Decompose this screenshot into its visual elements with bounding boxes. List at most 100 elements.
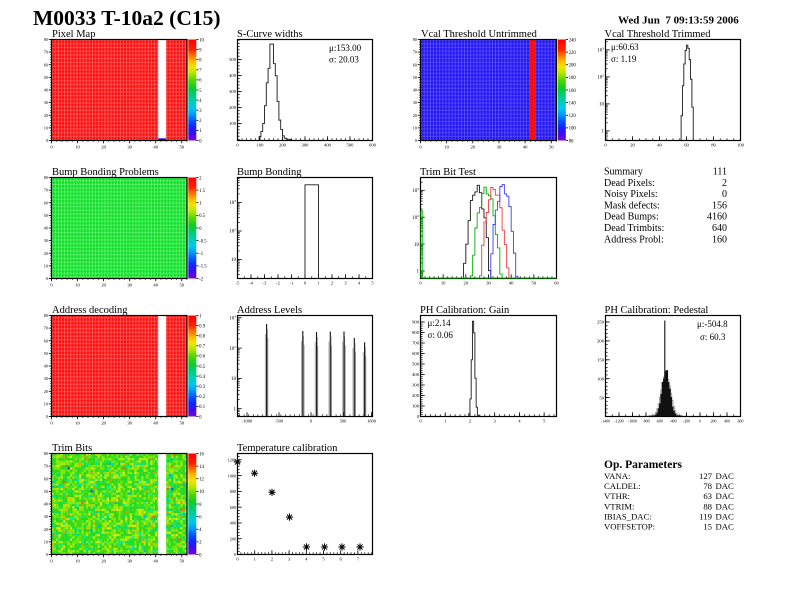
svg-text:0.3: 0.3 [199, 385, 206, 390]
svg-text:DAC: DAC [716, 471, 735, 481]
svg-text:40: 40 [153, 145, 158, 150]
svg-text:-3: -3 [263, 281, 267, 286]
svg-text:30: 30 [413, 100, 417, 105]
svg-text:0.6: 0.6 [199, 355, 206, 360]
svg-text:50: 50 [532, 281, 537, 286]
svg-text:DAC: DAC [716, 522, 735, 532]
svg-text:3: 3 [494, 419, 497, 424]
svg-text:80: 80 [44, 313, 48, 318]
svg-text:Temperature calibration: Temperature calibration [237, 443, 338, 454]
svg-text:1: 1 [199, 129, 202, 134]
svg-text:60: 60 [554, 281, 559, 286]
svg-text:50: 50 [179, 145, 184, 150]
svg-text:40: 40 [44, 226, 48, 231]
svg-text:640: 640 [712, 223, 727, 234]
svg-text:30: 30 [127, 421, 132, 426]
svg-text:20: 20 [413, 113, 417, 118]
svg-text:30: 30 [44, 514, 48, 519]
svg-text:VANA:: VANA: [604, 471, 630, 481]
svg-text:400: 400 [324, 143, 332, 148]
svg-text:700: 700 [412, 341, 420, 346]
svg-text:400: 400 [230, 521, 236, 526]
svg-text:10: 10 [75, 145, 80, 150]
svg-text:150: 150 [597, 358, 605, 363]
svg-text:σ: 60.3: σ: 60.3 [700, 332, 726, 342]
svg-text:80: 80 [569, 139, 574, 144]
svg-text:5: 5 [199, 89, 202, 94]
svg-text:40: 40 [153, 559, 158, 564]
svg-text:1.5: 1.5 [199, 189, 206, 194]
svg-text:VTRIM:: VTRIM: [604, 501, 634, 511]
svg-text:0: 0 [604, 143, 607, 148]
svg-text:102: 102 [229, 228, 236, 235]
svg-text:30: 30 [44, 238, 48, 243]
svg-text:100: 100 [229, 121, 237, 126]
svg-text:400: 400 [724, 420, 730, 424]
svg-text:0: 0 [199, 553, 202, 558]
svg-text:10: 10 [44, 401, 48, 406]
svg-text:200: 200 [230, 536, 236, 541]
svg-text:Dead Trimbits:: Dead Trimbits: [604, 223, 664, 234]
svg-text:2: 2 [722, 178, 727, 189]
svg-text:80: 80 [44, 451, 48, 456]
svg-text:0: 0 [50, 283, 53, 288]
svg-text:600: 600 [412, 351, 420, 356]
svg-text:40: 40 [153, 283, 158, 288]
svg-text:DAC: DAC [716, 501, 735, 511]
svg-text:10: 10 [231, 258, 237, 263]
svg-text:119: 119 [699, 511, 712, 521]
svg-text:50: 50 [413, 75, 417, 80]
svg-text:0: 0 [236, 143, 239, 148]
svg-text:50: 50 [599, 395, 604, 400]
svg-text:900: 900 [412, 320, 420, 325]
svg-text:40: 40 [523, 145, 528, 150]
svg-text:156: 156 [712, 200, 727, 211]
svg-text:200: 200 [412, 393, 420, 398]
svg-text:6: 6 [199, 515, 202, 520]
svg-text:-1400: -1400 [601, 420, 610, 424]
svg-text:0: 0 [234, 552, 236, 557]
svg-text:240: 240 [569, 38, 577, 43]
svg-text:3: 3 [199, 109, 202, 114]
svg-text:50: 50 [44, 75, 48, 80]
svg-text:20: 20 [44, 251, 48, 256]
svg-text:200: 200 [229, 105, 237, 110]
svg-text:-1: -1 [199, 252, 204, 257]
svg-text:30: 30 [44, 100, 48, 105]
svg-text:400: 400 [229, 73, 237, 78]
svg-text:20: 20 [44, 527, 48, 532]
svg-text:Trim Bits: Trim Bits [52, 443, 92, 454]
svg-text:0: 0 [46, 276, 48, 281]
svg-text:10: 10 [444, 145, 449, 150]
svg-text:300: 300 [302, 143, 310, 148]
svg-text:50: 50 [44, 489, 48, 494]
svg-text:2: 2 [199, 176, 202, 181]
svg-text:-2: -2 [276, 281, 280, 286]
svg-text:100: 100 [257, 143, 265, 148]
svg-text:6: 6 [199, 79, 202, 84]
svg-text:40: 40 [44, 502, 48, 507]
svg-text:10: 10 [44, 539, 48, 544]
svg-text:0: 0 [236, 557, 239, 562]
svg-text:DAC: DAC [716, 481, 735, 491]
svg-text:30: 30 [497, 145, 502, 150]
svg-text:120: 120 [569, 114, 577, 119]
svg-text:0.1: 0.1 [199, 405, 206, 410]
svg-text:70: 70 [44, 50, 48, 55]
svg-text:80: 80 [413, 37, 417, 42]
svg-text:1: 1 [317, 281, 319, 286]
svg-text:60: 60 [44, 200, 48, 205]
svg-text:12: 12 [199, 478, 204, 483]
svg-text:8: 8 [199, 503, 202, 508]
svg-text:Dead Pixels:: Dead Pixels: [604, 178, 655, 189]
svg-text:0: 0 [46, 552, 48, 557]
svg-text:10: 10 [199, 38, 204, 43]
svg-text:102: 102 [597, 74, 604, 81]
svg-text:Summary: Summary [604, 167, 643, 178]
svg-text:0: 0 [50, 559, 53, 564]
svg-text:9: 9 [199, 48, 202, 53]
svg-text:3: 3 [288, 557, 291, 562]
svg-text:1: 1 [234, 407, 237, 412]
svg-text:0: 0 [46, 414, 48, 419]
svg-text:0: 0 [419, 419, 422, 424]
